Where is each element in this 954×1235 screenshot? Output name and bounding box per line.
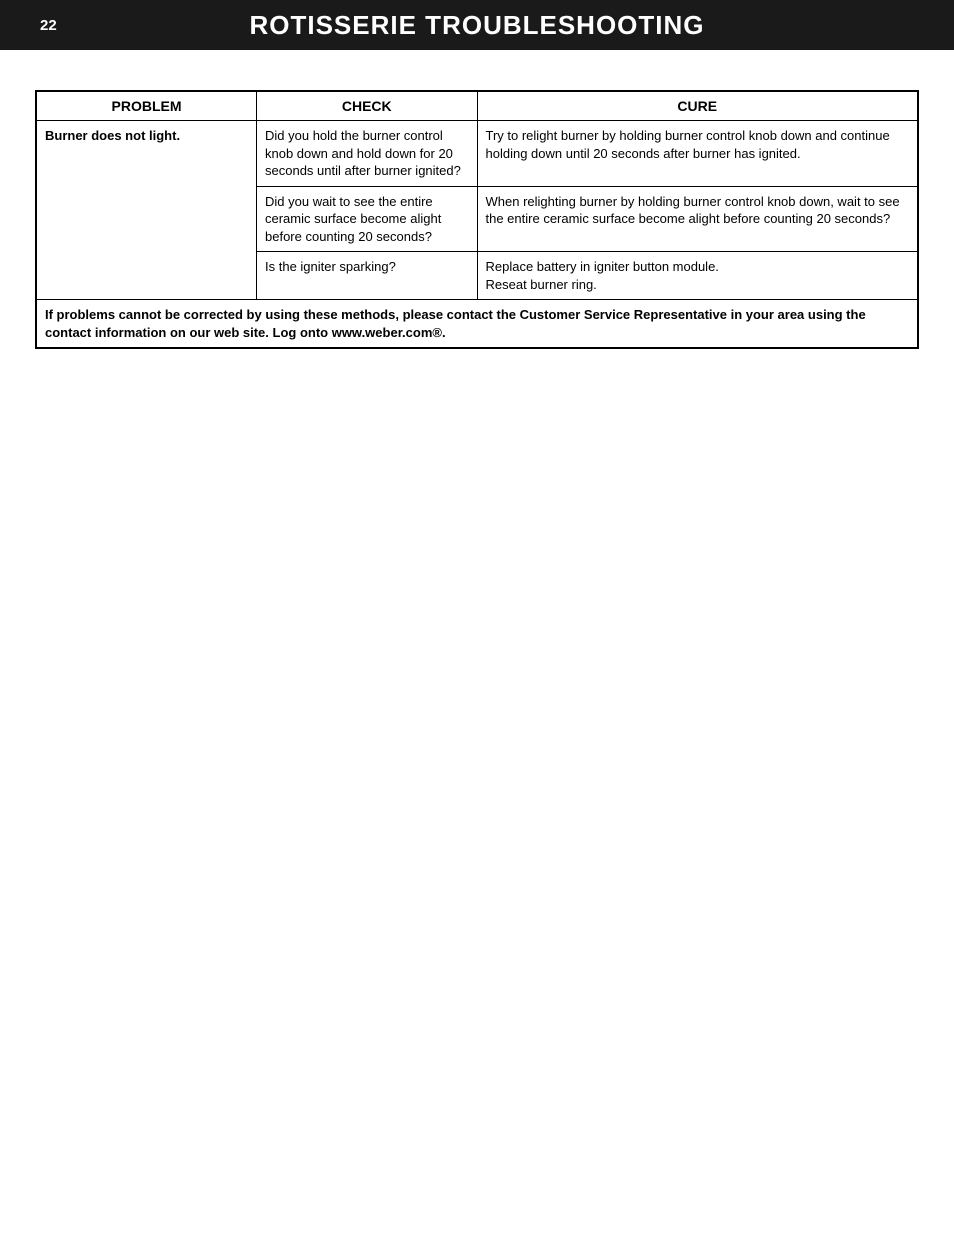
problem-cell: Burner does not light. — [36, 121, 257, 300]
check-cell: Is the igniter sparking? — [257, 252, 478, 300]
troubleshooting-table: PROBLEM CHECK CURE Burner does not light… — [35, 90, 919, 349]
page-header: 22 ROTISSERIE TROUBLESHOOTING — [0, 0, 954, 50]
check-cell: Did you hold the burner control knob dow… — [257, 121, 478, 187]
page-title: ROTISSERIE TROUBLESHOOTING — [20, 10, 934, 41]
check-cell: Did you wait to see the entire ceramic s… — [257, 186, 478, 252]
table-row: Burner does not light. Did you hold the … — [36, 121, 918, 187]
cure-cell: Try to relight burner by holding burner … — [477, 121, 918, 187]
cure-cell: When relighting burner by holding burner… — [477, 186, 918, 252]
page-number: 22 — [40, 17, 57, 34]
column-header-check: CHECK — [257, 91, 478, 121]
page-content: PROBLEM CHECK CURE Burner does not light… — [0, 50, 954, 389]
table-header-row: PROBLEM CHECK CURE — [36, 91, 918, 121]
table-footer-row: If problems cannot be corrected by using… — [36, 300, 918, 349]
cure-cell: Replace battery in igniter button module… — [477, 252, 918, 300]
table-footer-note: If problems cannot be corrected by using… — [36, 300, 918, 349]
column-header-problem: PROBLEM — [36, 91, 257, 121]
column-header-cure: CURE — [477, 91, 918, 121]
